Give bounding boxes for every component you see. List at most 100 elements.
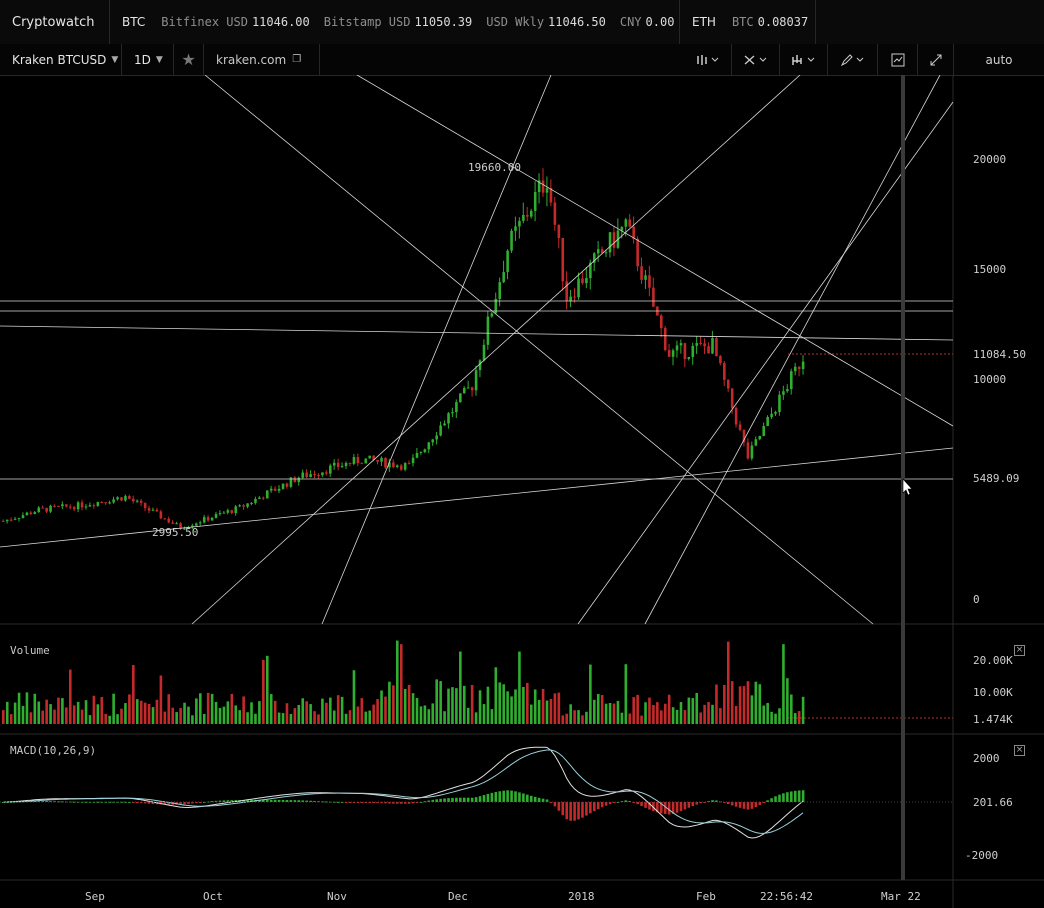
candle [132, 498, 135, 502]
candle [273, 488, 277, 491]
volume-bar [195, 698, 198, 724]
volume-bar [344, 713, 348, 724]
macd-histogram-bar [494, 791, 498, 802]
macd-histogram-bar [506, 790, 509, 802]
volume-bar [222, 706, 226, 724]
volume-bar [321, 698, 324, 724]
volume-bar [72, 705, 76, 724]
candle [258, 497, 261, 499]
volume-bar [336, 695, 340, 724]
star-icon[interactable]: ★ [174, 44, 204, 75]
volume-bar [76, 701, 80, 724]
candle [797, 366, 801, 370]
scale-mode-button[interactable]: auto [954, 44, 1044, 75]
candle [344, 462, 348, 467]
eth-symbol: ETH [692, 15, 716, 29]
candle [293, 477, 297, 483]
candle [671, 350, 675, 357]
macd-histogram-bar [348, 802, 352, 803]
macd-histogram-bar [183, 802, 186, 805]
brand-logo[interactable]: Cryptowatch [0, 0, 110, 44]
candle [715, 338, 718, 357]
candle [309, 474, 312, 478]
volume-bar [332, 710, 336, 724]
volume-bar [632, 697, 635, 724]
volume-bar [273, 700, 277, 724]
candle [589, 262, 592, 279]
volume-bar [191, 715, 194, 724]
candle [687, 356, 691, 360]
macd-histogram-bar [451, 797, 454, 802]
volume-bar [529, 704, 533, 724]
candle [388, 462, 391, 468]
candle [202, 517, 206, 523]
candle [726, 379, 730, 389]
candle [135, 500, 139, 502]
macd-histogram-bar [293, 800, 297, 802]
volume-bar [29, 712, 33, 724]
volume-bar [171, 707, 175, 724]
candle [72, 507, 76, 510]
macd-histogram-bar [372, 802, 375, 803]
candle [151, 509, 155, 511]
macd-histogram-bar [577, 802, 580, 820]
volume-panel-title: Volume [10, 644, 50, 657]
eth-ticker[interactable]: ETH BTC 0.08037 [680, 0, 816, 44]
interval-selector[interactable]: 1D ▼ [122, 44, 174, 75]
chart-type-icon[interactable] [780, 44, 828, 75]
candle [96, 501, 100, 506]
candle [206, 517, 210, 521]
candle [61, 504, 64, 507]
macd-histogram-bar [455, 797, 458, 802]
price-chart[interactable]: 19660.00 2995.50 20000 15000 10000 0 110… [0, 75, 1044, 908]
volume-bar [596, 694, 600, 724]
volume-bar [9, 714, 13, 724]
volume-bar [652, 704, 655, 724]
macd-histogram-bar [305, 800, 308, 802]
candle [427, 442, 431, 450]
volume-bar [124, 703, 127, 724]
macd-histogram-bar [486, 793, 490, 802]
btc-ticker[interactable]: BTC Bitfinex USD 11046.00 Bitstamp USD 1… [110, 0, 680, 44]
volume-bar [13, 702, 17, 724]
drawing-tools-icon[interactable] [732, 44, 780, 75]
macd-histogram-bar [648, 802, 651, 810]
macd-histogram-bar [447, 798, 450, 802]
volume-bar [801, 696, 805, 724]
candle [620, 226, 624, 231]
macd-histogram-bar [411, 802, 415, 804]
exchange-link[interactable]: kraken.com ❐ [204, 44, 320, 75]
fullscreen-icon[interactable] [918, 44, 954, 75]
volume-bar [715, 684, 718, 724]
screenshot-icon[interactable] [878, 44, 918, 75]
candle [782, 391, 785, 395]
volume-bar [159, 675, 163, 724]
macd-histogram-bar [726, 802, 730, 805]
volume-bar [92, 695, 96, 724]
quote-value: 11050.39 [414, 15, 473, 29]
volume-bar [703, 704, 706, 724]
close-icon[interactable]: × [1014, 745, 1025, 756]
macd-histogram-bar [541, 798, 545, 802]
volume-bar [289, 714, 293, 724]
chevron-down-icon: ▼ [155, 54, 163, 65]
macd-histogram-bar [222, 800, 226, 802]
volume-bar [33, 693, 37, 724]
pencil-icon[interactable] [828, 44, 878, 75]
macd-histogram-bar [604, 802, 608, 806]
candle [340, 466, 344, 468]
close-icon[interactable]: × [1014, 645, 1025, 656]
indicators-icon[interactable] [684, 44, 732, 75]
volume-bar [175, 712, 178, 724]
volume-bar [250, 702, 253, 724]
candle [17, 517, 21, 519]
volume-bar [691, 698, 695, 724]
volume-bar [687, 697, 691, 724]
market-selector[interactable]: Kraken BTCUSD ▼ [0, 44, 122, 75]
volume-bar [620, 712, 624, 724]
macd-histogram-bar [262, 799, 265, 802]
volume-bar [5, 701, 9, 724]
volume-bar [612, 703, 616, 724]
macd-histogram-bar [596, 802, 600, 810]
macd-histogram-bar [45, 800, 48, 802]
